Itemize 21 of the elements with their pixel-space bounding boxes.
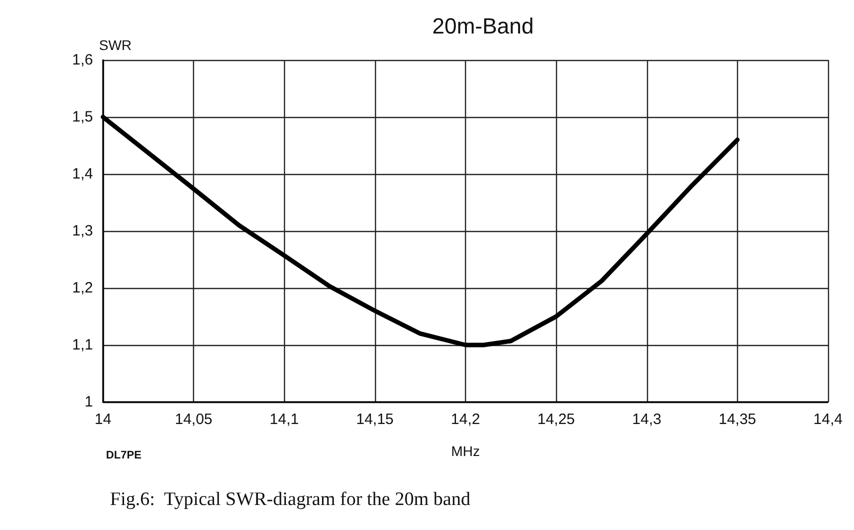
y-tick-label: 1,6 [72,52,93,68]
x-tick-label: 14,05 [174,411,212,428]
y-tick-label: 1,2 [72,280,93,296]
x-tick-label: 14 [94,411,112,428]
x-tick-label: 14,3 [632,411,662,428]
y-tick-label: 1 [84,394,93,410]
x-tick-label: 14,2 [450,411,480,428]
y-tick-label: 1,1 [72,336,93,354]
y-tick-label: 1,3 [72,222,93,240]
x-tick-label: 14,1 [270,411,299,428]
y-axis-title: SWR [99,37,132,53]
x-axis-title: MHz [451,443,480,459]
chart-title: 20m-Band [432,14,534,38]
y-tick-label: 1,4 [72,166,93,182]
text: DL7PE [106,450,142,462]
x-tick-label: 14,4 [813,411,843,428]
y-tick-label: 1,5 [72,108,93,126]
x-tick-label: 14,15 [356,411,394,428]
x-tick-label: 14,35 [718,411,756,428]
x-tick-label: 14,25 [537,411,575,428]
caption: Fig.6: Typical SWR-diagram for the 20m band [110,489,471,510]
